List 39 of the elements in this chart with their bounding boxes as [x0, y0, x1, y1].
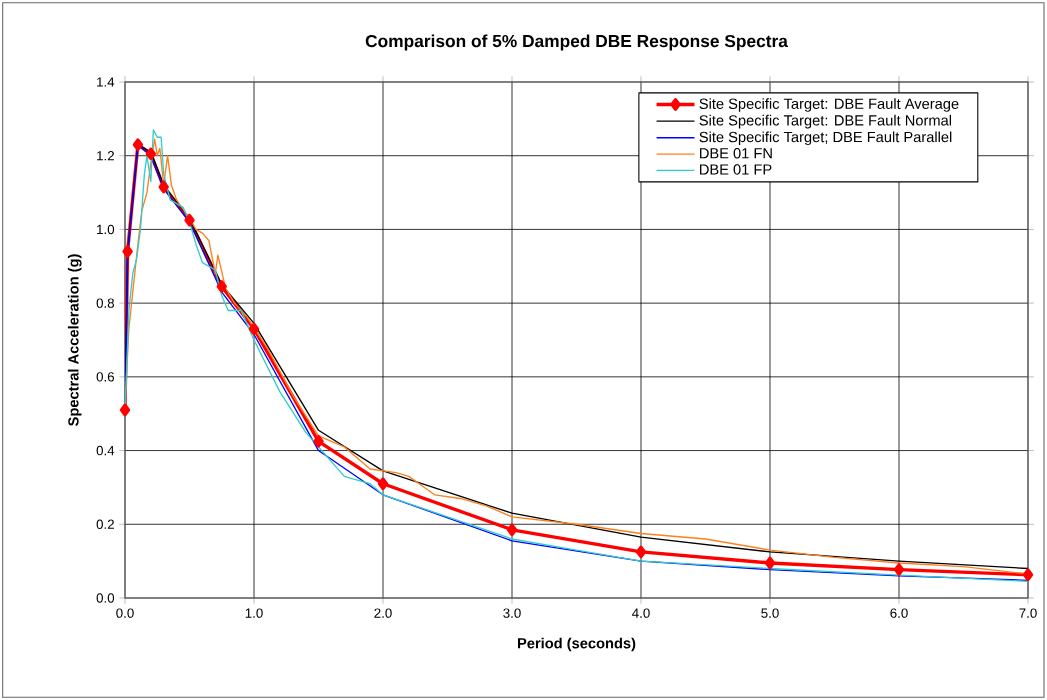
x-tick-label: 5.0 — [761, 608, 779, 618]
point — [216, 280, 227, 293]
point — [122, 245, 133, 258]
point — [1022, 568, 1034, 582]
y-tick-label: 1.2 — [97, 151, 114, 161]
x-tick-label: 2.0 — [374, 608, 392, 618]
point — [132, 138, 144, 151]
x-tick-label: 3.0 — [503, 608, 521, 618]
x-tick-label: 6.0 — [890, 608, 908, 618]
legend-label: DBE 01 FP — [700, 164, 772, 175]
point — [764, 556, 776, 570]
legend-label: Site Specific Target; DBE Fault Parallel — [699, 131, 952, 146]
y-tick-label: 1.0 — [97, 224, 115, 235]
point — [184, 213, 195, 227]
y-tick-label: 0.6 — [96, 372, 115, 382]
y-tick-label: 0.2 — [96, 519, 114, 529]
point — [377, 477, 389, 491]
point — [248, 322, 260, 336]
point — [893, 563, 905, 576]
y-tick-label: 0.8 — [96, 298, 115, 308]
point — [313, 435, 324, 448]
x-tick-label: 1.0 — [245, 608, 263, 618]
y-axis-title: Spectral Acceleration (g) — [67, 254, 82, 426]
legend-label: Site Specific Target: DBE Fault Average — [699, 98, 959, 112]
x-tick-label: 4.0 — [632, 608, 650, 618]
point — [145, 147, 156, 161]
point — [119, 403, 131, 417]
legend-label: Site Specific Target: DBE Fault Normal — [699, 114, 952, 129]
legend-label: DBE 01 FN — [700, 148, 772, 159]
x-axis-title: Period (seconds) — [517, 637, 636, 652]
y-tick-label: 0.0 — [96, 593, 115, 603]
y-tick-label: 1.4 — [97, 77, 115, 87]
x-tick-label: 7.0 — [1019, 608, 1037, 618]
chart-title: Comparison of 5% Damped DBE Response Spectra — [365, 34, 788, 51]
y-tick-label: 0.4 — [96, 445, 115, 456]
point — [506, 523, 518, 537]
x-tick-label: 0.0 — [116, 608, 134, 618]
point — [635, 545, 647, 559]
point — [158, 180, 169, 194]
